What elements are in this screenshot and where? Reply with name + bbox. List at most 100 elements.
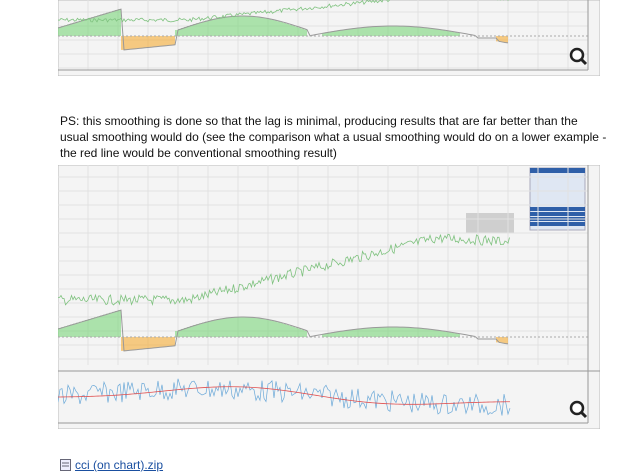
oscillator-fill: [388, 26, 391, 36]
oscillator-fill: [292, 25, 295, 36]
oscillator-fill: [256, 318, 259, 337]
oscillator-fill: [82, 19, 85, 36]
oscillator-fill: [364, 328, 367, 337]
oscillator-fill: [253, 317, 256, 337]
oscillator-fill: [439, 29, 442, 36]
oscillator-fill: [400, 26, 403, 36]
oscillator-fill: [343, 29, 346, 36]
oscillator-fill: [277, 21, 280, 36]
oscillator-fill: [130, 337, 133, 350]
zoom-icon: [579, 410, 588, 419]
oscillator-fill: [163, 36, 166, 46]
oscillator-fill: [451, 31, 454, 36]
oscillator-fill: [445, 30, 448, 36]
oscillator-fill: [322, 333, 325, 337]
oscillator-fill: [364, 27, 367, 36]
oscillator-fill: [184, 327, 187, 337]
oscillator-fill: [223, 17, 226, 36]
oscillator-fill: [358, 328, 361, 337]
oscillator-fill: [331, 31, 334, 36]
oscillator-fill: [67, 24, 70, 36]
oscillator-fill: [280, 22, 283, 36]
oscillator-fill: [139, 337, 142, 350]
oscillator-fill: [325, 333, 328, 337]
oscillator-fill: [214, 319, 217, 337]
oscillator-fill: [403, 26, 406, 36]
oscillator-fill: [142, 337, 145, 349]
oscillator-fill: [361, 328, 364, 337]
oscillator-fill: [427, 329, 430, 337]
panel-button: [530, 212, 585, 216]
oscillator-fill: [232, 16, 235, 36]
oscillator-fill: [496, 337, 499, 343]
oscillator-fill: [247, 317, 250, 337]
oscillator-fill: [346, 330, 349, 337]
oscillator-fill: [406, 26, 409, 36]
attachment: cci (on chart).zip: [60, 458, 163, 472]
oscillator-fill: [367, 26, 370, 36]
oscillator-fill: [214, 18, 217, 36]
oscillator-fill: [262, 318, 265, 337]
oscillator-fill: [403, 327, 406, 337]
oscillator-fill: [121, 337, 124, 351]
oscillator-fill: [367, 327, 370, 337]
oscillator-fill: [229, 317, 232, 337]
oscillator-fill: [265, 18, 268, 36]
attachment-link[interactable]: cci (on chart).zip: [75, 458, 164, 472]
oscillator-fill: [328, 332, 331, 337]
oscillator-fill: [115, 311, 118, 337]
oscillator-fill: [304, 29, 307, 36]
oscillator-fill: [124, 337, 127, 351]
price-line: [58, 233, 510, 306]
oscillator-fill: [202, 322, 205, 337]
oscillator-fill: [181, 27, 184, 36]
oscillator-fill: [133, 36, 136, 49]
oscillator-fill: [109, 11, 112, 37]
oscillator-fill: [205, 321, 208, 337]
oscillator-fill: [436, 29, 439, 36]
oscillator-fill: [421, 328, 424, 337]
oscillator-fill: [85, 19, 88, 36]
oscillator-fill: [397, 26, 400, 36]
oscillator-fill: [328, 31, 331, 36]
oscillator-fill: [220, 318, 223, 337]
oscillator-fill: [64, 25, 67, 36]
oscillator-fill: [73, 323, 76, 337]
oscillator-fill: [346, 29, 349, 36]
chart-image-bottom: [58, 165, 600, 429]
oscillator-fill: [355, 28, 358, 36]
oscillator-fill: [136, 337, 139, 350]
oscillator-fill: [154, 36, 157, 47]
oscillator-fill: [361, 27, 364, 36]
oscillator-fill: [250, 16, 253, 36]
oscillator-fill: [289, 325, 292, 337]
oscillator-fill: [94, 317, 97, 337]
oscillator-fill: [91, 318, 94, 337]
oscillator-fill: [355, 329, 358, 337]
oscillator-fill: [175, 331, 178, 337]
oscillator-fill: [274, 20, 277, 36]
oscillator-fill: [379, 327, 382, 337]
oscillator-fill: [148, 337, 151, 349]
price-line: [58, 0, 509, 23]
oscillator-fill: [412, 327, 415, 337]
oscillator-fill: [61, 327, 64, 337]
oscillator-fill: [76, 21, 79, 36]
oscillator-fill: [262, 17, 265, 36]
chart-image-top: [58, 0, 600, 76]
oscillator-fill: [157, 36, 160, 47]
oscillator-fill: [142, 36, 145, 48]
oscillator-fill: [268, 19, 271, 36]
oscillator-fill: [433, 329, 436, 337]
zoom-icon: [579, 57, 588, 66]
oscillator-fill: [109, 312, 112, 337]
oscillator-fill: [166, 337, 169, 347]
oscillator-fill: [292, 326, 295, 337]
oscillator-fill: [178, 329, 181, 337]
oscillator-fill: [154, 337, 157, 348]
oscillator-fill: [280, 323, 283, 337]
oscillator-fill: [169, 36, 172, 46]
oscillator-fill: [250, 317, 253, 337]
oscillator-fill: [394, 26, 397, 36]
oscillator-fill: [133, 337, 136, 350]
